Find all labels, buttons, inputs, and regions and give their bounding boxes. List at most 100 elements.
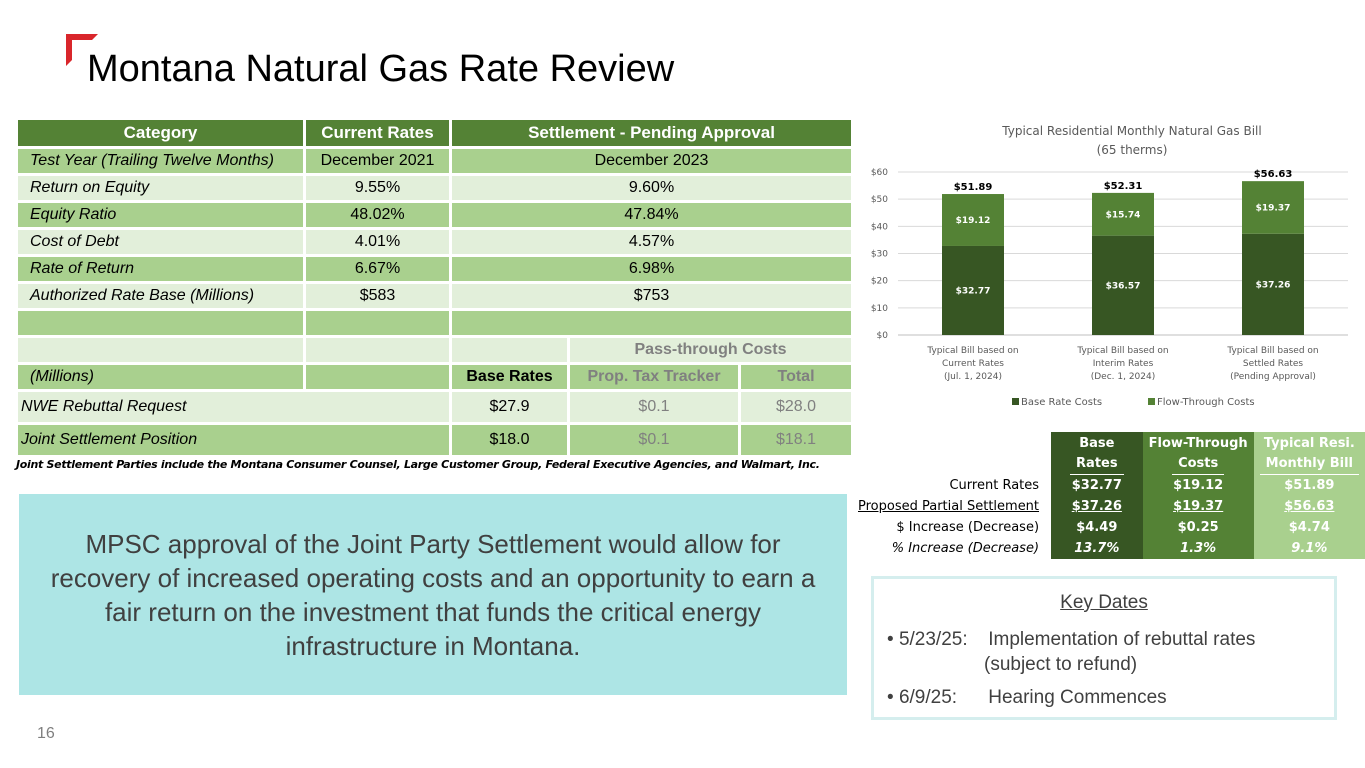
summary-cell: $37.26 <box>1051 496 1143 517</box>
summary-cell: 1.3% <box>1142 538 1254 559</box>
bar-segment <box>1242 233 1304 335</box>
header-category: Category <box>15 117 306 149</box>
bar-data-label: $36.57 <box>1106 281 1141 291</box>
table-row: Test Year (Trailing Twelve Months) Decem… <box>15 146 855 176</box>
summary-header-line: Rates <box>1070 454 1124 475</box>
row-settlement: 9.60% <box>448 173 855 203</box>
y-tick-label: $0 <box>877 331 889 341</box>
summary-cell: $0.25 <box>1142 517 1254 538</box>
bar-total-label: $56.63 <box>1254 169 1293 180</box>
summary-cell: $4.74 <box>1253 517 1365 538</box>
summary-row-label: Current Rates <box>949 478 1040 493</box>
summary-row-label: % Increase (Decrease) <box>891 541 1040 556</box>
empty-cell <box>15 335 306 365</box>
y-tick-label: $10 <box>871 304 888 314</box>
bar-data-label: $19.12 <box>956 216 991 226</box>
summary-header-line: Costs <box>1172 454 1225 475</box>
row-current: 4.01% <box>303 227 452 257</box>
chart-title: Typical Residential Monthly Natural Gas … <box>1001 124 1261 138</box>
y-tick-label: $50 <box>871 195 888 205</box>
table-row: Equity Ratio 48.02% 47.84% <box>15 200 855 230</box>
legend-label: Flow-Through Costs <box>1157 397 1255 408</box>
empty-cell <box>449 335 570 365</box>
key-date-text: Implementation of rebuttal rates <box>988 629 1256 650</box>
request-label: Joint Settlement Position <box>15 422 452 458</box>
table-row: NWE Rebuttal Request $27.9 $0.1 $28.0 <box>15 389 855 425</box>
rate-table: Category Current Rates Settlement - Pend… <box>15 117 855 458</box>
key-date-continuation: (subject to refund) <box>984 654 1138 675</box>
subheader-row: (Millions) Base Rates Prop. Tax Tracker … <box>15 362 855 392</box>
table-row: Return on Equity 9.55% 9.60% <box>15 173 855 203</box>
y-tick-label: $30 <box>871 250 888 260</box>
footnote: Joint Settlement Parties include the Mon… <box>16 458 820 471</box>
summary-row-label: Proposed Partial Settlement <box>858 499 1040 514</box>
row-category: Cost of Debt <box>15 227 306 257</box>
key-dates-box: Key Dates • 5/23/25: Implementation of r… <box>871 576 1337 720</box>
legend-swatch <box>1148 398 1155 405</box>
summary-header-line: Typical Resi. <box>1263 436 1355 451</box>
empty-cell <box>303 308 452 338</box>
brand-logo-icon <box>66 34 98 66</box>
summary-cell: $51.89 <box>1253 475 1365 496</box>
pass-through-row: Pass-through Costs <box>15 335 855 365</box>
key-date-item: • 5/23/25: Implementation of rebuttal ra… <box>887 629 1255 651</box>
summary-cell: $19.12 <box>1142 475 1254 496</box>
summary-header-total: Typical Resi. Monthly Bill <box>1253 432 1365 475</box>
bill-chart: Typical Residential Monthly Natural Gas … <box>871 124 1348 408</box>
row-current: $583 <box>303 281 452 311</box>
row-current: 6.67% <box>303 254 452 284</box>
x-category-label: Interim Rates <box>1093 359 1154 369</box>
summary-table: Base Rates Flow-Through Costs Typical Re… <box>852 432 1365 559</box>
bar-segment <box>942 245 1004 335</box>
row-settlement: 6.98% <box>448 254 855 284</box>
row-category: Return on Equity <box>15 173 306 203</box>
subheader-prop-tax-tracker: Prop. Tax Tracker <box>567 362 741 392</box>
bar-segment <box>1092 192 1154 236</box>
table-row-empty <box>15 308 855 338</box>
page-number: 16 <box>37 725 55 742</box>
subheader-base-rates: Base Rates <box>449 362 570 392</box>
summary-header-line: Monthly Bill <box>1259 454 1359 475</box>
summary-header-line: Flow-Through <box>1148 436 1248 451</box>
bar-segment <box>942 194 1004 246</box>
callout-text: MPSC approval of the Joint Party Settlem… <box>50 528 816 661</box>
bar-total-label: $52.31 <box>1104 181 1143 192</box>
pass-through-label: Pass-through Costs <box>566 335 855 365</box>
empty-cell <box>303 335 452 365</box>
x-category-label: Typical Bill based on <box>1226 346 1318 356</box>
summary-row: Proposed Partial Settlement $37.26 $19.3… <box>852 496 1365 517</box>
bar-data-label: $19.37 <box>1256 203 1291 213</box>
summary-cell: $4.49 <box>1051 517 1143 538</box>
subheader-total: Total <box>737 362 855 392</box>
table-row: Joint Settlement Position $18.0 $0.1 $18… <box>15 422 855 458</box>
x-category-label: (Jul. 1, 2024) <box>944 372 1002 382</box>
bar-data-label: $15.74 <box>1106 210 1141 220</box>
request-total: $28.0 <box>737 389 855 425</box>
y-tick-label: $20 <box>871 277 888 287</box>
row-category: Test Year (Trailing Twelve Months) <box>15 146 306 176</box>
chart-subtitle: (65 therms) <box>1097 143 1168 157</box>
request-tracker: $0.1 <box>567 389 741 425</box>
empty-cell <box>852 432 1051 475</box>
summary-header-line: Base <box>1079 436 1115 451</box>
y-tick-label: $40 <box>871 222 888 232</box>
key-dates-title: Key Dates <box>1060 592 1148 613</box>
x-category-label: Typical Bill based on <box>926 346 1018 356</box>
summary-row: Current Rates $32.77 $19.12 $51.89 <box>852 475 1365 496</box>
summary-row: % Increase (Decrease) 13.7% 1.3% 9.1% <box>852 538 1365 559</box>
summary-cell: 9.1% <box>1253 538 1365 559</box>
request-total: $18.1 <box>737 422 855 458</box>
callout-box: MPSC approval of the Joint Party Settlem… <box>19 494 847 695</box>
summary-cell: $19.37 <box>1142 496 1254 517</box>
summary-row: $ Increase (Decrease) $4.49 $0.25 $4.74 <box>852 517 1365 538</box>
summary-row-label: $ Increase (Decrease) <box>896 520 1040 535</box>
page-title: Montana Natural Gas Rate Review <box>87 48 675 90</box>
bar-segment <box>1092 235 1154 335</box>
row-category: Equity Ratio <box>15 200 306 230</box>
row-category: Authorized Rate Base (Millions) <box>15 281 306 311</box>
legend-label: Base Rate Costs <box>1021 397 1102 408</box>
summary-header-flow: Flow-Through Costs <box>1142 432 1254 475</box>
header-current-rates: Current Rates <box>303 117 452 149</box>
row-settlement: 4.57% <box>448 227 855 257</box>
table-row: Cost of Debt 4.01% 4.57% <box>15 227 855 257</box>
